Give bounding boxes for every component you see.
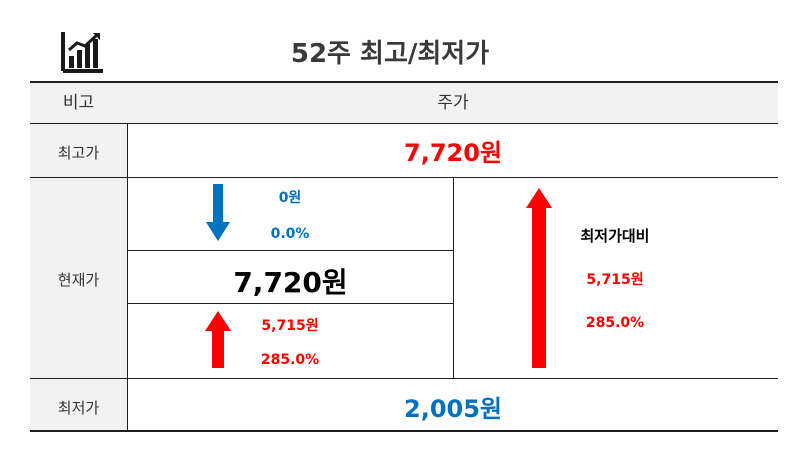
- table-top-rule: [30, 81, 778, 83]
- row-high-label-cell: [30, 124, 127, 177]
- low-compare-label: 최저가대비: [580, 227, 650, 245]
- arrow-up-icon: [205, 311, 231, 368]
- arrow-up-icon: [526, 188, 552, 368]
- current-label: 현재가: [57, 271, 100, 289]
- row-current-label-cell: [30, 178, 127, 378]
- table-header-row: [30, 83, 778, 123]
- vs-high-diff: 0원: [278, 190, 302, 206]
- divider: [30, 123, 778, 124]
- header-price: 주가: [437, 93, 469, 113]
- row-low-label-cell: [30, 379, 127, 430]
- low-price-value: 2,005원: [404, 395, 502, 423]
- vs-low-diff: 5,715원: [261, 318, 319, 334]
- header-remark: 비고: [62, 93, 95, 113]
- vs-high-pct: 0.0%: [270, 226, 310, 242]
- current-price-value: 7,720원: [233, 266, 348, 299]
- bar-chart-icon: [60, 30, 104, 74]
- divider: [453, 178, 454, 378]
- high-price-value: 7,720원: [404, 139, 502, 167]
- divider: [127, 124, 128, 430]
- high-label: 최고가: [57, 144, 100, 162]
- low-compare-pct: 285.0%: [585, 315, 645, 331]
- divider: [30, 378, 778, 379]
- divider: [128, 303, 453, 304]
- vs-low-pct: 285.0%: [260, 352, 320, 368]
- low-compare-diff: 5,715원: [586, 272, 644, 288]
- page-title: 52주 최고/최저가: [290, 39, 490, 69]
- low-label: 최저가: [57, 399, 100, 417]
- divider: [128, 250, 453, 251]
- arrow-down-icon: [206, 184, 230, 242]
- table-bottom-rule: [30, 430, 778, 432]
- divider: [30, 177, 778, 178]
